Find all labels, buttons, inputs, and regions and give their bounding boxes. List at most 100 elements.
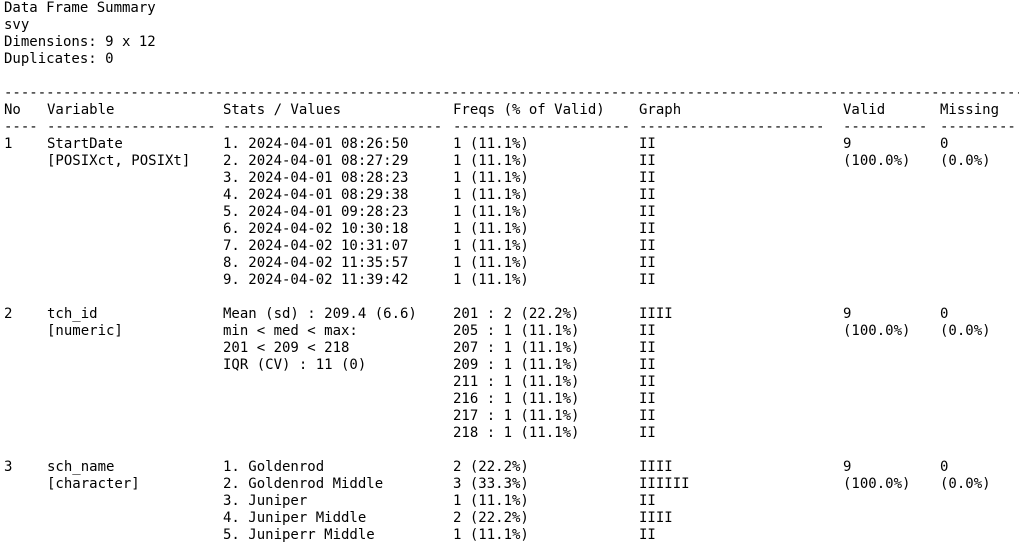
row-no-line: 2 (4, 306, 13, 322)
header-underline: -------------------- (47, 119, 215, 135)
header-underline: ---------- (843, 119, 928, 135)
header-freqs: Freqs (% of Valid) (453, 102, 605, 118)
row-freqs-line: 2 (22.2%) (453, 510, 529, 526)
row-freqs: 1 (11.1%) 1 (11.1%) 1 (11.1%) 1 (11.1%) 1 (1… (453, 136, 529, 289)
header-variable: Variable (47, 102, 115, 118)
row-graph-line: II (639, 204, 656, 220)
row-variable: StartDate [POSIXct, POSIXt] (47, 136, 190, 170)
header-underline: --------- (940, 119, 1016, 135)
header-missing: Missing (940, 102, 1000, 118)
row-graph-line: II (639, 391, 656, 407)
row-graph-line: IIII (639, 459, 673, 475)
row-valid-line: (100.0%) (843, 476, 911, 492)
row-graph-line: II (639, 170, 656, 186)
row-freqs-line: 1 (11.1%) (453, 238, 529, 254)
row-freqs-line: 217 : 1 (11.1%) (453, 408, 580, 424)
row-valid-line: (100.0%) (843, 153, 911, 169)
row-missing: 0 (0.0%) (940, 306, 991, 340)
row-stats-line: 3. 2024-04-01 08:28:23 (223, 170, 409, 186)
row-valid-line: 9 (843, 136, 852, 152)
row-graph-line: II (639, 374, 656, 390)
row-stats-line: 6. 2024-04-02 10:30:18 (223, 221, 409, 237)
row-stats-line: 2. 2024-04-01 08:27:29 (223, 153, 409, 169)
summary-title: Data Frame Summary (4, 0, 156, 16)
row-stats-line: 9. 2024-04-02 11:39:42 (223, 272, 409, 288)
row-stats-line: IQR (CV) : 11 (0) (223, 357, 367, 373)
row-graph-line: II (639, 323, 656, 339)
row-missing: 0 (0.0%) (940, 459, 991, 493)
row-variable: tch_id [numeric] (47, 306, 123, 340)
row-graph-line: II (639, 340, 656, 356)
row-freqs-line: 1 (11.1%) (453, 255, 529, 271)
row-freqs-line: 2 (22.2%) (453, 459, 529, 475)
header-underline: --------------------- (453, 119, 631, 135)
row-graph-line: II (639, 187, 656, 203)
row-stats-line: Mean (sd) : 209.4 (6.6) (223, 306, 417, 322)
header-no: No (4, 102, 21, 118)
row-stats-line: 1. Goldenrod (223, 459, 325, 475)
row-freqs-line: 205 : 1 (11.1%) (453, 323, 580, 339)
row-valid: 9 (100.0%) (843, 306, 910, 340)
row-missing-line: 0 (940, 459, 949, 475)
row-variable-line: tch_id (47, 306, 98, 322)
row-graph-line: II (639, 493, 656, 509)
row-freqs-line: 1 (11.1%) (453, 527, 529, 543)
summary-dimensions: Dimensions: 9 x 12 (4, 34, 156, 50)
row-stats-line: 201 < 209 < 218 (223, 340, 350, 356)
row-stats-line: 7. 2024-04-02 10:31:07 (223, 238, 409, 254)
row-freqs-line: 211 : 1 (11.1%) (453, 374, 580, 390)
row-freqs-line: 1 (11.1%) (453, 153, 529, 169)
row-variable-line: sch_name (47, 459, 115, 475)
row-no: 3 (4, 459, 12, 476)
row-valid: 9 (100.0%) (843, 459, 910, 493)
row-variable-line: StartDate (47, 136, 123, 152)
row-valid: 9 (100.0%) (843, 136, 910, 170)
row-missing: 0 (0.0%) (940, 136, 991, 170)
row-graph-line: II (639, 425, 656, 441)
row-valid-line: 9 (843, 306, 852, 322)
header-underline: ---------------------- (639, 119, 825, 135)
row-variable-line: [character] (47, 476, 140, 492)
row-missing-line: (0.0%) (940, 323, 991, 339)
row-stats-line: 1. 2024-04-01 08:26:50 (223, 136, 409, 152)
row-freqs-line: 1 (11.1%) (453, 493, 529, 509)
row-graph-line: II (639, 136, 656, 152)
row-freqs-line: 1 (11.1%) (453, 204, 529, 220)
row-missing-line: 0 (940, 136, 949, 152)
row-stats-line: 8. 2024-04-02 11:35:57 (223, 255, 409, 271)
row-missing-line: 0 (940, 306, 949, 322)
row-freqs-line: 207 : 1 (11.1%) (453, 340, 580, 356)
row-stats-line: 5. Juniperr Middle (223, 527, 375, 543)
row-graph-line: II (639, 238, 656, 254)
row-graph-line: II (639, 272, 656, 288)
header-valid: Valid (843, 102, 886, 118)
header-underline: ---- (4, 119, 38, 135)
row-freqs-line: 1 (11.1%) (453, 272, 529, 288)
row-valid-line: 9 (843, 459, 852, 475)
row-stats-line: 5. 2024-04-01 09:28:23 (223, 204, 409, 220)
row-variable-line: [POSIXct, POSIXt] (47, 153, 191, 169)
row-stats: 1. 2024-04-01 08:26:50 2. 2024-04-01 08:2… (223, 136, 408, 289)
header-graph: Graph (639, 102, 682, 118)
row-no-line: 1 (4, 136, 13, 152)
row-no-line: 3 (4, 459, 13, 475)
row-stats-line: min < med < max: (223, 323, 358, 339)
row-stats-line: 3. Juniper (223, 493, 308, 509)
row-freqs: 2 (22.2%) 3 (33.3%) 1 (11.1%) 2 (22.2%) 1 (1… (453, 459, 529, 544)
summary-duplicates: Duplicates: 0 (4, 51, 114, 67)
row-graph-line: IIIIII (639, 476, 690, 492)
row-no: 1 (4, 136, 12, 153)
row-freqs-line: 1 (11.1%) (453, 170, 529, 186)
row-missing-line: (0.0%) (940, 153, 991, 169)
row-no: 2 (4, 306, 12, 323)
row-variable-line: [numeric] (47, 323, 123, 339)
row-stats-line: 4. Juniper Middle (223, 510, 367, 526)
row-stats: 1. Goldenrod 2. Goldenrod Middle 3. Junipe… (223, 459, 383, 544)
header-underline: -------------------------- (223, 119, 443, 135)
row-graph-line: II (639, 408, 656, 424)
row-missing-line: (0.0%) (940, 476, 991, 492)
row-graph-line: II (639, 255, 656, 271)
row-freqs-line: 201 : 2 (22.2%) (453, 306, 580, 322)
